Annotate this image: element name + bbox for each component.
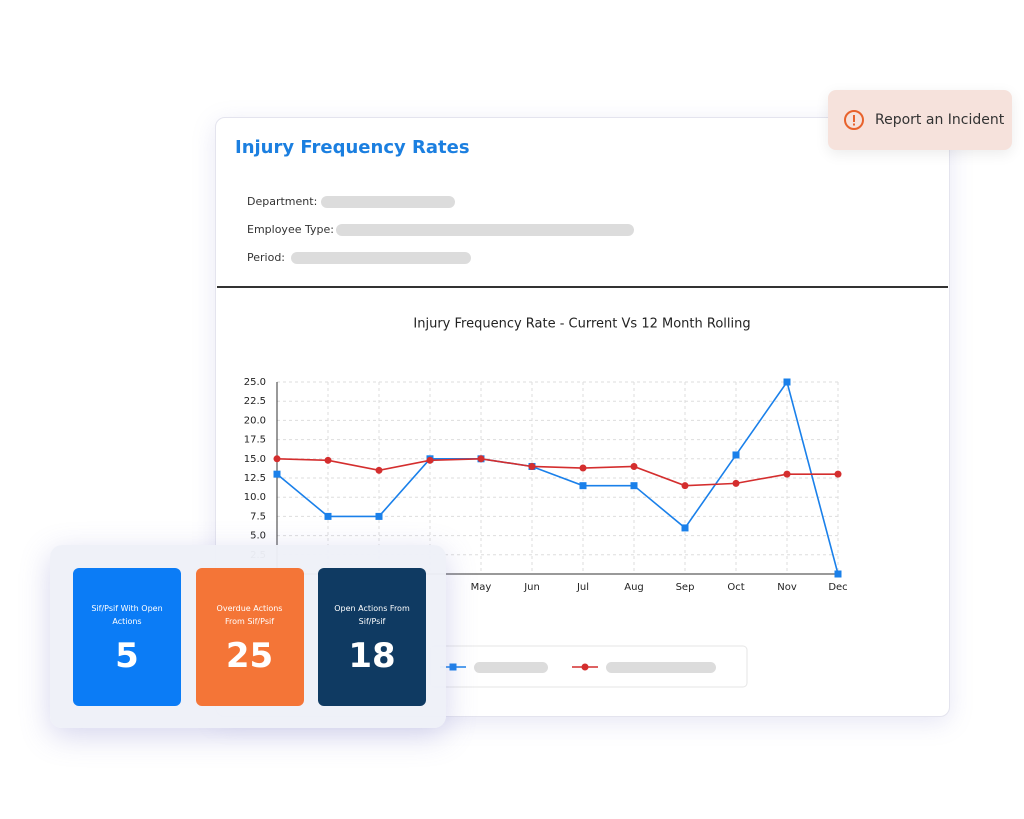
point-marker	[630, 482, 638, 490]
stat-card[interactable]: Sif/Psif With Open Actions 5	[73, 568, 181, 706]
y-tick-label: 15.0	[244, 454, 266, 465]
point-marker	[528, 462, 536, 470]
y-tick-label: 25.0	[244, 377, 266, 388]
point-marker	[426, 456, 434, 464]
report-button[interactable]: Report an Incident	[828, 90, 1012, 150]
stat-value: 25	[225, 636, 274, 676]
point-marker	[324, 456, 332, 464]
stat-value: 18	[348, 636, 396, 676]
point-marker	[681, 524, 689, 532]
point-marker	[732, 479, 740, 487]
alert-icon	[844, 110, 864, 130]
series-line	[276, 380, 839, 575]
card-title: Injury Frequency Rates	[235, 137, 470, 158]
y-tick-label: 20.0	[244, 415, 266, 426]
filter-placeholder[interactable]	[321, 196, 455, 208]
button-label: Report an Incident	[875, 112, 1005, 128]
divider	[217, 286, 948, 288]
point-marker	[732, 451, 740, 459]
filter-label: Period:	[247, 251, 286, 264]
point-marker	[477, 455, 485, 463]
x-tick-label: Dec	[828, 582, 847, 593]
x-tick-label: May	[471, 582, 492, 593]
point-marker	[681, 482, 689, 490]
filter-placeholder[interactable]	[291, 252, 471, 264]
x-tick-label: Nov	[777, 582, 797, 593]
point-marker	[783, 378, 791, 386]
legend-marker	[449, 663, 457, 671]
series-line	[276, 457, 838, 487]
x-tick-label: Oct	[727, 582, 744, 593]
point-marker	[579, 464, 587, 472]
stat-label: Overdue Actions From Sif/Psif	[216, 604, 283, 626]
legend-placeholder	[606, 662, 716, 673]
point-marker	[324, 512, 332, 520]
x-tick-label: Aug	[624, 582, 644, 593]
point-marker	[579, 482, 587, 490]
point-marker	[630, 462, 638, 470]
point-marker	[273, 455, 281, 463]
y-tick-label: 7.5	[250, 511, 266, 522]
y-tick-label: 5.0	[250, 531, 266, 542]
y-tick-label: 22.5	[244, 396, 266, 407]
stat-value: 5	[115, 636, 139, 676]
point-marker	[834, 570, 842, 578]
stat-label: Open Actions From Sif/Psif	[334, 604, 410, 626]
point-marker	[783, 470, 791, 478]
point-marker	[273, 470, 281, 478]
stat-label: Sif/Psif With Open Actions	[91, 604, 163, 626]
filter-placeholder[interactable]	[336, 224, 634, 236]
point-marker	[375, 512, 383, 520]
point-marker	[834, 470, 842, 478]
x-tick-label: Jul	[576, 582, 589, 593]
legend-marker	[581, 663, 589, 671]
y-tick-label: 10.0	[244, 492, 266, 503]
y-tick-label: 17.5	[244, 435, 266, 446]
y-tick-label: 12.5	[244, 473, 266, 484]
x-tick-label: Sep	[676, 582, 695, 593]
stat-card[interactable]: Overdue Actions From Sif/Psif 25	[195, 568, 304, 706]
point-marker	[375, 466, 383, 474]
filter-label: Employee Type:	[247, 223, 334, 236]
legend-placeholder	[474, 662, 548, 673]
chart-title: Injury Frequency Rate - Current Vs 12 Mo…	[413, 317, 750, 332]
stat-card[interactable]: Open Actions From Sif/Psif 18	[318, 568, 426, 706]
x-tick-label: Jun	[523, 582, 540, 593]
stats-panel: Sif/Psif With Open Actions 5 Overdue Actio…	[50, 545, 446, 728]
filter-label: Department:	[247, 195, 318, 208]
